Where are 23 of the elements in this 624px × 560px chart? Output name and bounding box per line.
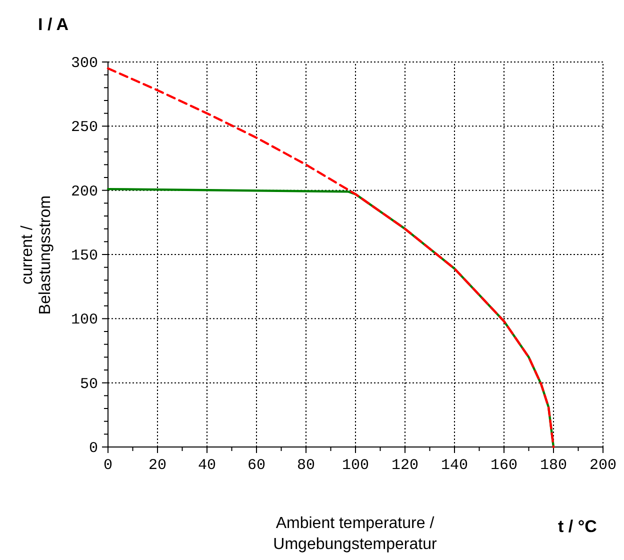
y-tick-label: 250 [70, 119, 98, 136]
x-tick-label: 120 [391, 457, 419, 474]
x-tick-label: 0 [103, 457, 113, 474]
y-tick-label: 300 [70, 55, 98, 72]
y-tick-label: 150 [70, 248, 98, 264]
x-axis-title: Ambient temperature / Umgebungstemperatur [273, 515, 438, 553]
y-tick-label: 100 [70, 312, 98, 329]
x-tick-label: 60 [247, 457, 266, 474]
text: I / A [38, 15, 69, 34]
text: t / °C [558, 517, 597, 536]
x-tick-label: 180 [540, 457, 568, 474]
x-tick-label: 100 [342, 457, 370, 474]
y-tick-label: 0 [88, 440, 98, 457]
y-tick-label: 200 [70, 183, 98, 200]
x-tick-label: 200 [589, 457, 617, 474]
line-series [106, 67, 555, 448]
x-tick-label: 80 [296, 457, 316, 474]
x-tick-label: 20 [148, 457, 167, 474]
x-tick-label: 160 [490, 457, 518, 474]
y-axis-title: current / Belastungsstrom [19, 195, 54, 315]
x-tick-label: 140 [440, 457, 468, 474]
x-tick-label: 40 [198, 457, 216, 474]
y-tick-label: 50 [80, 376, 98, 393]
